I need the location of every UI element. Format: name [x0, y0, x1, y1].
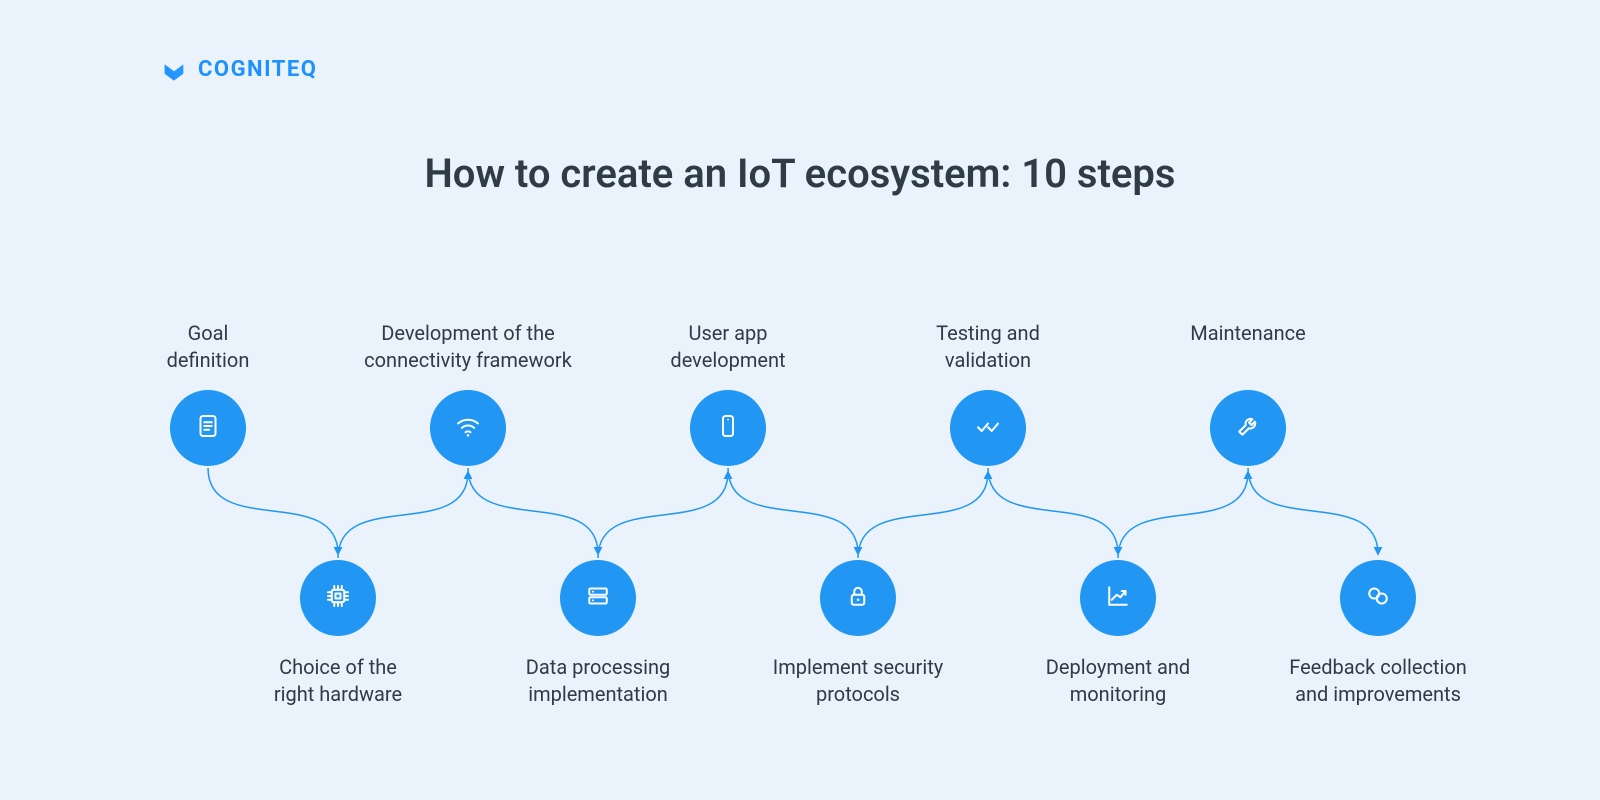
step-node-feedback [1340, 560, 1416, 636]
step-label-maintain: Maintenance [1138, 320, 1358, 347]
step-node-deploy [1080, 560, 1156, 636]
brand-logo: COGNITEQ [160, 55, 317, 83]
step-node-dataproc [560, 560, 636, 636]
step-label-security: Implement security protocols [748, 654, 968, 708]
step-label-deploy: Deployment and monitoring [1008, 654, 1228, 708]
page-title: How to create an IoT ecosystem: 10 steps [0, 150, 1600, 197]
chip-icon [323, 581, 353, 615]
brand-name: COGNITEQ [198, 57, 317, 82]
chart-icon [1103, 581, 1133, 615]
checks-icon [973, 411, 1003, 445]
step-node-hardware [300, 560, 376, 636]
phone-icon [713, 411, 743, 445]
step-node-framework [430, 390, 506, 466]
lock-icon [843, 581, 873, 615]
step-label-framework: Development of the connectivity framewor… [358, 320, 578, 374]
step-node-testing [950, 390, 1026, 466]
flow-diagram: Goal definition Choice of the right hardw… [0, 260, 1600, 740]
step-node-userapp [690, 390, 766, 466]
step-label-dataproc: Data processing implementation [488, 654, 708, 708]
step-node-goal [170, 390, 246, 466]
wrench-icon [1233, 411, 1263, 445]
step-label-feedback: Feedback collection and improvements [1268, 654, 1488, 708]
step-node-maintain [1210, 390, 1286, 466]
step-node-security [820, 560, 896, 636]
wifi-icon [453, 411, 483, 445]
step-label-testing: Testing and validation [878, 320, 1098, 374]
step-label-goal: Goal definition [98, 320, 318, 374]
step-label-hardware: Choice of the right hardware [228, 654, 448, 708]
logo-icon [160, 55, 188, 83]
chat-icon [1363, 581, 1393, 615]
server-icon [583, 581, 613, 615]
document-icon [193, 411, 223, 445]
step-label-userapp: User app development [618, 320, 838, 374]
